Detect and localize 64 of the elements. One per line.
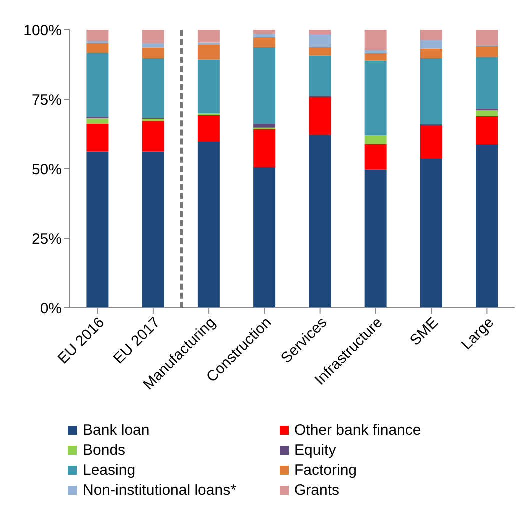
y-tick-label: 75% xyxy=(32,92,62,109)
bar xyxy=(198,30,220,43)
bar xyxy=(420,48,442,58)
bar xyxy=(142,30,164,44)
legend-label: Equity xyxy=(294,442,336,459)
legend-label: Other bank finance xyxy=(294,422,422,439)
bar xyxy=(142,58,164,118)
bar xyxy=(254,34,276,38)
bar xyxy=(254,167,276,308)
bar xyxy=(198,115,220,142)
bar xyxy=(309,30,332,34)
bar xyxy=(86,43,109,54)
bar xyxy=(420,125,442,159)
bar xyxy=(364,50,387,54)
bar xyxy=(309,48,332,56)
bar xyxy=(364,144,387,170)
bar xyxy=(142,48,164,58)
bar xyxy=(254,30,276,34)
bar xyxy=(198,60,220,114)
bar xyxy=(254,48,276,124)
bar xyxy=(420,40,442,49)
legend-label: Bank loan xyxy=(83,422,150,439)
bar xyxy=(309,34,332,48)
bar xyxy=(142,152,164,308)
bar xyxy=(476,30,498,46)
bar xyxy=(254,129,276,168)
bar xyxy=(476,57,498,109)
bar xyxy=(364,60,387,136)
bar xyxy=(86,118,109,124)
bar xyxy=(476,110,498,116)
bar xyxy=(86,53,109,118)
y-tick-label: 100% xyxy=(24,22,62,40)
bar xyxy=(420,30,442,40)
bar xyxy=(142,43,164,48)
legend-label: Leasing xyxy=(83,462,136,479)
bar xyxy=(142,121,164,152)
bar xyxy=(86,124,109,152)
bar xyxy=(254,38,276,48)
bar xyxy=(86,30,109,42)
bar xyxy=(309,135,332,308)
bar xyxy=(364,170,387,308)
bar xyxy=(309,56,332,96)
bar xyxy=(198,45,220,60)
legend-label: Factoring xyxy=(294,462,358,479)
bar xyxy=(364,136,387,144)
y-tick-label: 25% xyxy=(32,230,62,248)
y-tick-label: 0% xyxy=(40,300,62,318)
bar xyxy=(364,30,387,50)
y-tick-label: 50% xyxy=(32,161,62,178)
bar xyxy=(254,124,276,128)
bar xyxy=(420,158,442,308)
bar xyxy=(309,97,332,136)
bar xyxy=(476,144,498,308)
legend-label: Grants xyxy=(294,482,340,499)
bar xyxy=(420,58,442,125)
bar xyxy=(364,53,387,61)
bar xyxy=(86,152,109,308)
legend-label: Bonds xyxy=(83,442,126,459)
bar xyxy=(142,118,164,122)
bar xyxy=(198,142,220,308)
bar xyxy=(476,46,498,58)
bar xyxy=(198,42,220,46)
legend-label: Non-institutional loans* xyxy=(83,482,236,499)
bar xyxy=(476,116,498,145)
